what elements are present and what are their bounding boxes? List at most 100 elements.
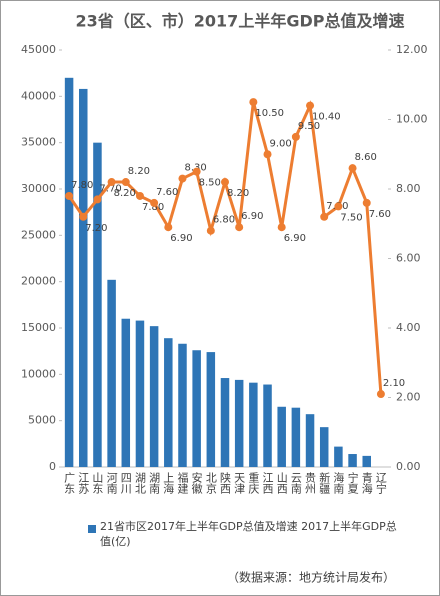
bar [348,454,357,467]
data-label: 7.50 [340,212,362,223]
bar [234,379,244,467]
data-label: 7.20 [85,223,107,234]
bar [362,455,371,467]
bar [178,343,187,467]
bar [334,446,343,467]
data-label: 9.00 [270,138,292,149]
x-tick-label: 宁夏 [346,471,359,494]
marker [263,150,272,159]
x-tick-label: 山西 [275,472,288,494]
marker [277,223,286,232]
marker [306,101,315,110]
y2-tick-label: 2.00 [396,391,421,404]
data-label: 10.40 [312,112,341,123]
bar [220,378,230,467]
x-tick-label: 安徽 [190,471,203,495]
bar [319,427,329,467]
marker [150,198,159,207]
bar [93,142,102,467]
y-tick-label: 30000 [21,182,56,195]
bar [291,407,301,467]
x-tick-label: 江苏 [77,472,90,495]
data-label: 7.80 [142,202,164,213]
y-tick-label: 10000 [21,367,56,380]
x-tick-label: 天津 [233,472,246,494]
x-tick-label: 河南 [105,472,118,494]
x-tick-label: 海南 [332,471,345,494]
y-tick-label: 35000 [21,136,56,149]
legend: 21省市区2017年上半年GDP总值及增速 2017上半年GDP总值(亿) [100,520,397,548]
x-tick-label: 福建 [176,471,189,495]
marker [135,191,144,200]
marker [376,390,385,399]
data-label: 2.10 [383,378,405,389]
bar [249,382,258,467]
marker [65,191,74,200]
data-label: 6.90 [241,211,263,222]
x-tick-label: 上海 [162,472,175,495]
data-label: 8.20 [114,188,136,199]
marker [334,202,343,211]
data-label: 8.50 [199,178,221,189]
y-tick-label: 45000 [21,43,56,56]
x-tick-label: 陕西 [219,471,232,494]
data-label: 6.90 [170,233,192,244]
data-label: 7.60 [369,209,391,220]
bar [192,350,201,467]
bar [79,88,88,468]
legend-swatch [88,525,96,533]
marker [178,174,187,183]
marker [221,178,229,187]
marker [192,167,201,176]
bar [135,320,145,467]
marker [291,132,300,141]
marker [107,178,116,187]
x-tick-label: 江西 [261,472,274,494]
marker [164,223,173,232]
marker [348,164,357,173]
x-tick-label: 云南 [289,472,302,494]
data-label: 7.80 [71,180,93,191]
data-label: 8.20 [128,166,150,177]
legend-label: 21省市区2017年上半年GDP总值及增速 2017上半年GDP总值(亿) [100,520,397,548]
data-label: 8.60 [355,152,377,163]
marker [79,212,88,221]
x-tick-label: 四川 [119,472,132,494]
bar [107,279,116,467]
y2-tick-label: 10.00 [396,113,428,126]
x-tick-label: 广东 [63,472,76,494]
x-tick-label: 辽宁 [374,472,387,494]
x-tick-label: 重庆 [247,471,260,495]
bar [164,338,173,467]
y2-tick-label: 6.00 [396,252,421,265]
x-tick-label: 湖南 [148,472,161,494]
marker [362,198,371,207]
x-tick-label: 新疆 [318,471,331,494]
y-tick-label: 0 [49,460,56,473]
y-tick-label: 40000 [21,89,56,102]
x-tick-label: 北京 [204,472,217,495]
y2-tick-label: 0.00 [396,460,421,473]
data-label: 6.90 [284,233,306,244]
y-tick-label: 25000 [21,228,56,241]
x-tick-label: 山东 [91,472,104,494]
data-label: 9.50 [298,121,320,132]
data-label: 6.80 [213,215,235,226]
y2-tick-label: 8.00 [396,182,421,195]
bar [263,384,272,467]
bar [149,326,159,467]
bar [277,406,286,467]
y-tick-label: 20000 [21,275,56,288]
marker [320,212,329,221]
marker [235,223,244,232]
marker [206,226,215,235]
y-tick-label: 5000 [28,414,56,427]
bar [305,414,315,467]
data-label: 7.70 [99,183,121,194]
marker [121,178,130,187]
x-tick-label: 青海 [360,472,373,495]
source-note: （数据来源：地方统计局发布） [227,570,395,585]
data-label: 10.50 [255,108,284,119]
data-label: 7.60 [156,187,178,198]
